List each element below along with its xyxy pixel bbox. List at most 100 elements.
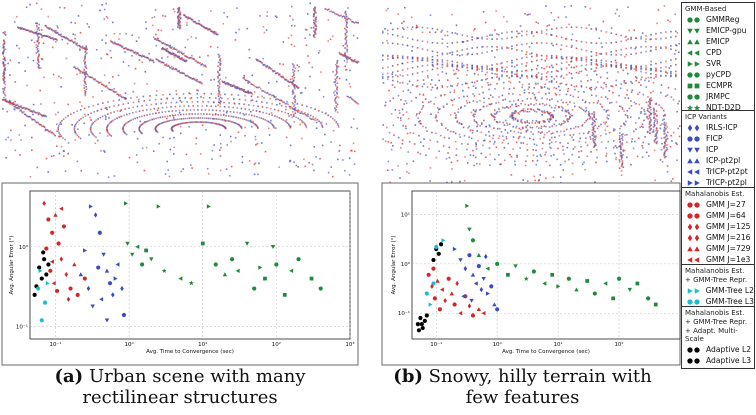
legend-marker: [687, 212, 693, 219]
data-point: [222, 272, 228, 277]
legend-marker: [694, 124, 700, 131]
legend-item-label: TrICP-pt2pt: [706, 167, 748, 176]
data-point: [431, 266, 436, 271]
legend-item-label: FICP: [706, 134, 723, 143]
legend-item-label: GMM-Tree L2: [705, 286, 754, 295]
data-point: [86, 285, 91, 292]
data-point: [531, 269, 536, 274]
data-point: [107, 281, 113, 286]
data-point: [431, 257, 436, 263]
data-point: [479, 287, 484, 293]
data-point: [48, 268, 53, 273]
legend-marker: [694, 147, 700, 153]
data-point: [446, 276, 451, 281]
data-point: [458, 258, 463, 263]
legend-marker: [694, 223, 700, 230]
data-point: [616, 276, 622, 281]
data-point: [258, 265, 263, 270]
data-point: [309, 276, 314, 281]
data-point: [428, 302, 433, 307]
legend-marker: [694, 287, 700, 294]
data-point: [270, 245, 276, 250]
data-point: [443, 297, 447, 304]
legend-marker-icon: [682, 245, 706, 253]
data-point: [441, 238, 446, 243]
data-point: [296, 257, 301, 262]
data-point: [252, 286, 257, 291]
data-point: [473, 281, 478, 286]
data-point: [42, 300, 48, 305]
legend-item-label: Adaptive L3: [706, 356, 752, 365]
legend-marker: [694, 168, 700, 175]
data-point: [83, 248, 88, 253]
data-point: [416, 328, 422, 333]
data-point: [46, 262, 51, 267]
x-axis-label: Avg. Time to Convergence (sec): [502, 349, 590, 355]
data-point: [206, 204, 211, 209]
data-point: [513, 264, 518, 269]
legend-item-label: EMICP-gpu: [706, 26, 747, 35]
legend-marker: [694, 16, 700, 23]
legend-marker: [694, 93, 700, 100]
data-point: [542, 281, 547, 286]
data-point: [188, 280, 194, 286]
data-point: [635, 281, 640, 286]
data-point: [113, 276, 118, 281]
data-point: [415, 322, 420, 327]
legend-group: ICP Variants IRLS-ICP FICP ICP ICP-pt2pl TrIC…: [681, 110, 755, 191]
legend-marker-icon: [682, 223, 706, 231]
legend-item-label: ICP-pt2pl: [706, 156, 741, 165]
y-tick-label: 10⁻¹: [398, 310, 410, 317]
data-point: [121, 312, 127, 318]
legend-marker: [693, 104, 701, 111]
legend-item: ICP: [682, 144, 754, 155]
data-point: [492, 302, 497, 307]
legend-marker-icon: [682, 146, 706, 154]
legend-item: GMM-Tree L3: [682, 296, 754, 307]
legend-group: Mahalanobis Est. + GMM-Tree Repr. GMM-Tree…: [681, 264, 755, 310]
legend-item: GMM J=729: [682, 243, 754, 254]
x-tick-label: 10⁻¹: [49, 341, 61, 348]
legend-item: EMICP-gpu: [682, 25, 754, 36]
data-point: [56, 241, 61, 246]
data-point: [430, 283, 434, 290]
legend-group-title: + Adapt. Multi-Scale: [685, 327, 738, 343]
data-point: [470, 313, 476, 318]
y-axis-label: Avg. Angular Error (°): [9, 235, 15, 294]
legend-marker: [687, 28, 693, 34]
legend-item-label: GMM J=64: [706, 211, 746, 220]
legend-marker: [687, 71, 693, 78]
data-point: [467, 303, 472, 309]
x-tick-label: 10¹: [198, 341, 207, 348]
data-point: [90, 304, 95, 309]
legend-marker: [687, 357, 693, 364]
legend-marker: [694, 245, 700, 251]
data-point: [61, 224, 67, 229]
data-point: [68, 286, 73, 291]
data-point: [592, 291, 597, 296]
legend-marker-icon: [682, 82, 706, 90]
data-point: [59, 256, 64, 262]
data-point: [235, 268, 240, 274]
data-point: [467, 227, 472, 232]
legend-marker: [694, 256, 700, 263]
caption-a: (a) Urban scene with many rectilinear st…: [0, 366, 360, 408]
legend-marker: [687, 83, 693, 88]
legend-marker-icon: [682, 16, 706, 24]
legend-item-label: GMM J=216: [706, 233, 751, 242]
legend-item-label: TrICP-pt2pl: [706, 178, 747, 187]
legend-marker: [687, 234, 693, 241]
data-point: [550, 272, 555, 277]
data-point: [64, 271, 69, 278]
data-point: [104, 318, 110, 323]
legend-marker: [694, 71, 700, 78]
data-point: [506, 272, 510, 277]
caption-a-line1: Urban scene with many: [88, 366, 306, 387]
data-point: [424, 313, 429, 318]
x-axis-label: Avg. Time to Convergence (sec): [146, 349, 234, 355]
data-point: [44, 272, 49, 277]
data-point: [452, 246, 457, 252]
legend-item: GMM-Tree L2: [682, 285, 754, 296]
data-point: [46, 217, 51, 222]
